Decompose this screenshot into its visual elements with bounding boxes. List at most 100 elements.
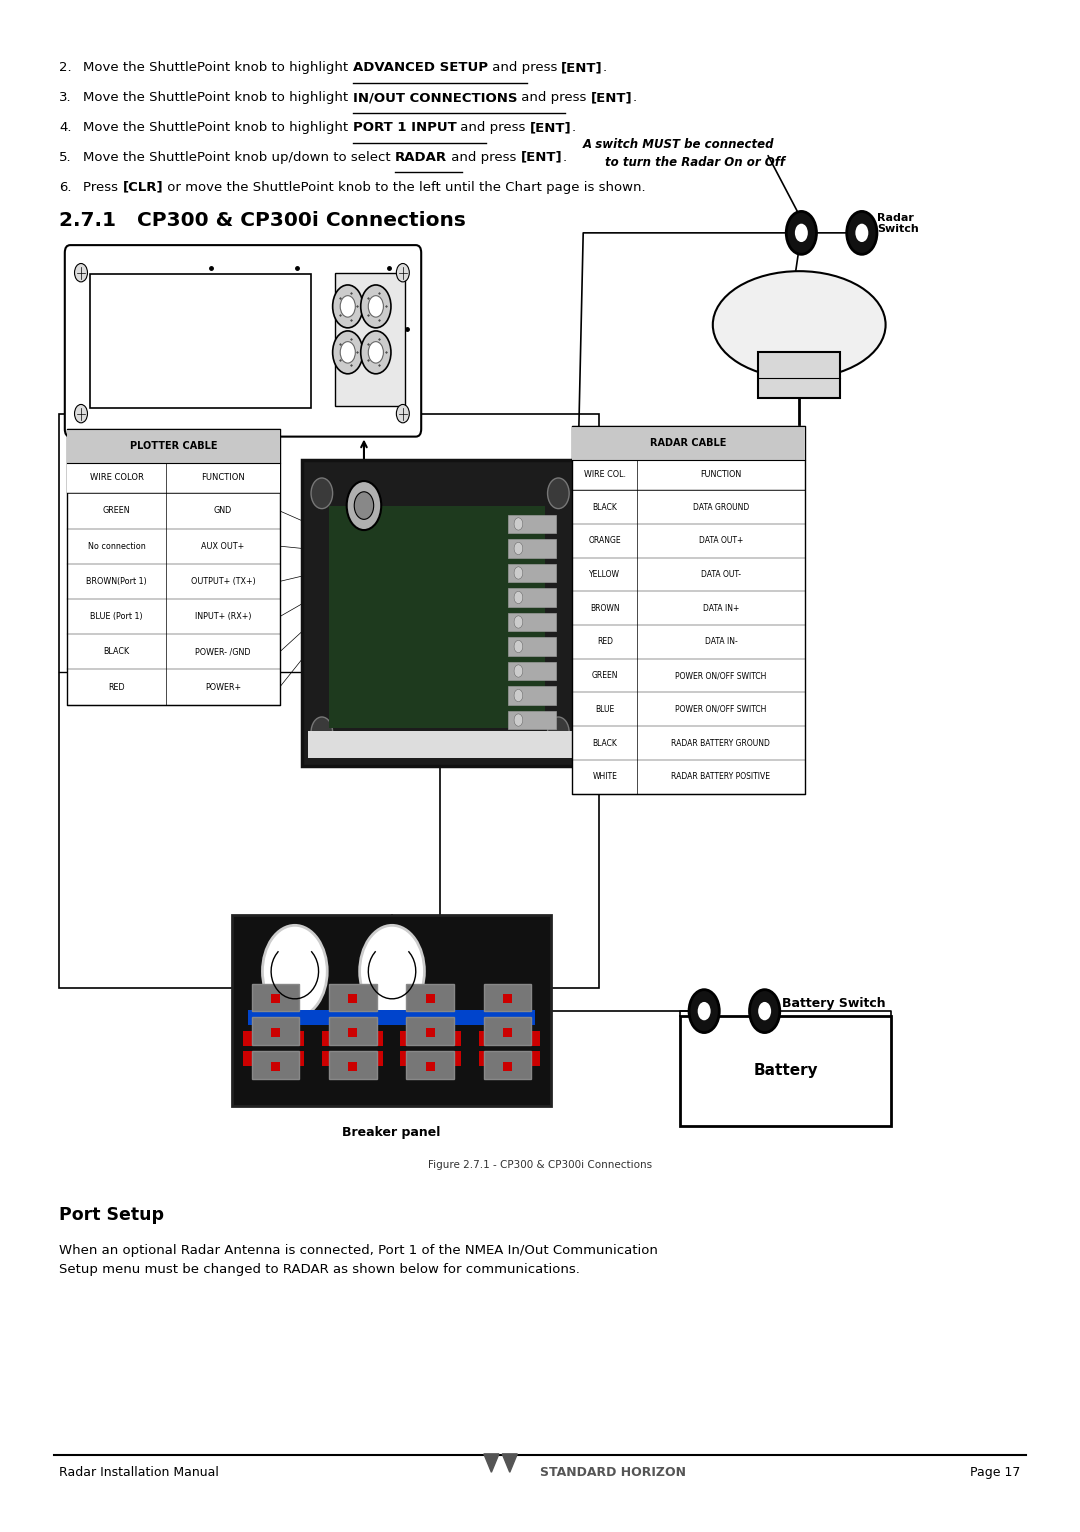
Text: ORANGE: ORANGE bbox=[589, 536, 621, 545]
Circle shape bbox=[548, 478, 569, 509]
Bar bbox=[322, 1051, 343, 1066]
Text: Port Setup: Port Setup bbox=[59, 1206, 164, 1224]
Text: STANDARD HORIZON: STANDARD HORIZON bbox=[540, 1466, 686, 1478]
Circle shape bbox=[75, 404, 87, 423]
Text: RADAR CABLE: RADAR CABLE bbox=[650, 438, 727, 447]
Text: YELLOW: YELLOW bbox=[590, 570, 620, 579]
Bar bbox=[282, 1051, 303, 1066]
Circle shape bbox=[333, 331, 363, 374]
Text: POWER+: POWER+ bbox=[205, 683, 241, 691]
Bar bbox=[67, 429, 280, 463]
Bar bbox=[308, 731, 572, 758]
Text: [CLR]: [CLR] bbox=[122, 181, 163, 193]
Circle shape bbox=[360, 925, 424, 1017]
Bar bbox=[329, 984, 377, 1011]
Text: [ENT]: [ENT] bbox=[521, 152, 563, 164]
Text: WIRE COL.: WIRE COL. bbox=[584, 470, 625, 480]
Circle shape bbox=[514, 567, 523, 579]
Circle shape bbox=[514, 542, 523, 555]
Text: .: . bbox=[563, 152, 567, 164]
Circle shape bbox=[698, 1002, 711, 1020]
Bar bbox=[508, 588, 556, 607]
Bar bbox=[361, 1051, 382, 1066]
Circle shape bbox=[354, 492, 374, 519]
Bar bbox=[302, 460, 578, 766]
Circle shape bbox=[361, 331, 391, 374]
Bar bbox=[271, 1062, 280, 1071]
Circle shape bbox=[333, 285, 363, 328]
Text: RADAR BATTERY GROUND: RADAR BATTERY GROUND bbox=[672, 738, 770, 748]
Text: PORT 1 INPUT: PORT 1 INPUT bbox=[352, 121, 456, 133]
Bar bbox=[518, 1051, 540, 1066]
Text: and press: and press bbox=[447, 152, 521, 164]
Bar bbox=[572, 426, 805, 460]
Text: 6.: 6. bbox=[59, 181, 72, 193]
Text: Move the ShuttlePoint knob to highlight: Move the ShuttlePoint knob to highlight bbox=[83, 121, 352, 133]
Text: Battery Switch: Battery Switch bbox=[782, 997, 886, 1010]
Text: BLUE (Port 1): BLUE (Port 1) bbox=[91, 613, 143, 620]
Polygon shape bbox=[484, 1454, 499, 1472]
Bar bbox=[243, 1051, 265, 1066]
Bar bbox=[248, 1010, 535, 1025]
Text: POWER ON/OFF SWITCH: POWER ON/OFF SWITCH bbox=[675, 671, 767, 680]
Bar bbox=[503, 994, 512, 1003]
Text: to turn the Radar On or Off: to turn the Radar On or Off bbox=[605, 156, 785, 169]
Bar bbox=[518, 1031, 540, 1046]
Circle shape bbox=[368, 342, 383, 363]
Bar bbox=[322, 1031, 343, 1046]
Text: [ENT]: [ENT] bbox=[591, 92, 632, 104]
Text: RADAR BATTERY POSITIVE: RADAR BATTERY POSITIVE bbox=[672, 772, 770, 781]
Bar bbox=[426, 1028, 434, 1037]
Bar bbox=[349, 1028, 357, 1037]
Bar bbox=[480, 1031, 501, 1046]
Text: [ENT]: [ENT] bbox=[562, 61, 603, 74]
Circle shape bbox=[548, 717, 569, 748]
Bar bbox=[508, 515, 556, 533]
Text: and press: and press bbox=[456, 121, 530, 133]
Text: or move the ShuttlePoint knob to the left until the Chart page is shown.: or move the ShuttlePoint knob to the lef… bbox=[163, 181, 646, 193]
Text: A switch MUST be connected: A switch MUST be connected bbox=[583, 138, 774, 150]
Text: DATA IN-: DATA IN- bbox=[704, 637, 738, 647]
Bar bbox=[282, 1031, 303, 1046]
Bar bbox=[484, 984, 531, 1011]
Circle shape bbox=[758, 1002, 771, 1020]
Bar bbox=[401, 1031, 422, 1046]
Bar bbox=[329, 506, 545, 728]
Circle shape bbox=[347, 481, 381, 530]
Text: FUNCTION: FUNCTION bbox=[201, 473, 245, 483]
Text: RED: RED bbox=[597, 637, 612, 647]
Text: [ENT]: [ENT] bbox=[530, 121, 571, 133]
Text: OUTPUT+ (TX+): OUTPUT+ (TX+) bbox=[191, 578, 255, 585]
Text: and press: and press bbox=[517, 92, 591, 104]
Text: Move the ShuttlePoint knob to highlight: Move the ShuttlePoint knob to highlight bbox=[83, 92, 352, 104]
Text: DATA OUT+: DATA OUT+ bbox=[699, 536, 743, 545]
Text: .: . bbox=[632, 92, 636, 104]
Text: 3.: 3. bbox=[59, 92, 72, 104]
Text: DATA IN+: DATA IN+ bbox=[703, 604, 739, 613]
Text: RADAR: RADAR bbox=[395, 152, 447, 164]
Circle shape bbox=[514, 640, 523, 653]
Bar bbox=[361, 1031, 382, 1046]
Text: Press: Press bbox=[83, 181, 122, 193]
Text: BLUE: BLUE bbox=[595, 705, 615, 714]
Polygon shape bbox=[502, 1454, 517, 1472]
Bar bbox=[59, 414, 599, 988]
FancyBboxPatch shape bbox=[65, 245, 421, 437]
Text: 2.: 2. bbox=[59, 61, 72, 74]
Bar bbox=[349, 994, 357, 1003]
Circle shape bbox=[514, 714, 523, 726]
Bar bbox=[680, 1016, 891, 1126]
Circle shape bbox=[847, 211, 877, 254]
Bar bbox=[335, 273, 405, 406]
Text: FUNCTION: FUNCTION bbox=[700, 470, 742, 480]
Bar bbox=[758, 352, 840, 398]
Bar bbox=[503, 1062, 512, 1071]
Circle shape bbox=[396, 264, 409, 282]
Bar bbox=[406, 1051, 454, 1079]
Bar bbox=[67, 463, 280, 493]
Text: 5.: 5. bbox=[59, 152, 72, 164]
Text: Page 17: Page 17 bbox=[970, 1466, 1021, 1478]
Bar bbox=[503, 1028, 512, 1037]
Bar bbox=[440, 1031, 461, 1046]
Bar bbox=[480, 1051, 501, 1066]
